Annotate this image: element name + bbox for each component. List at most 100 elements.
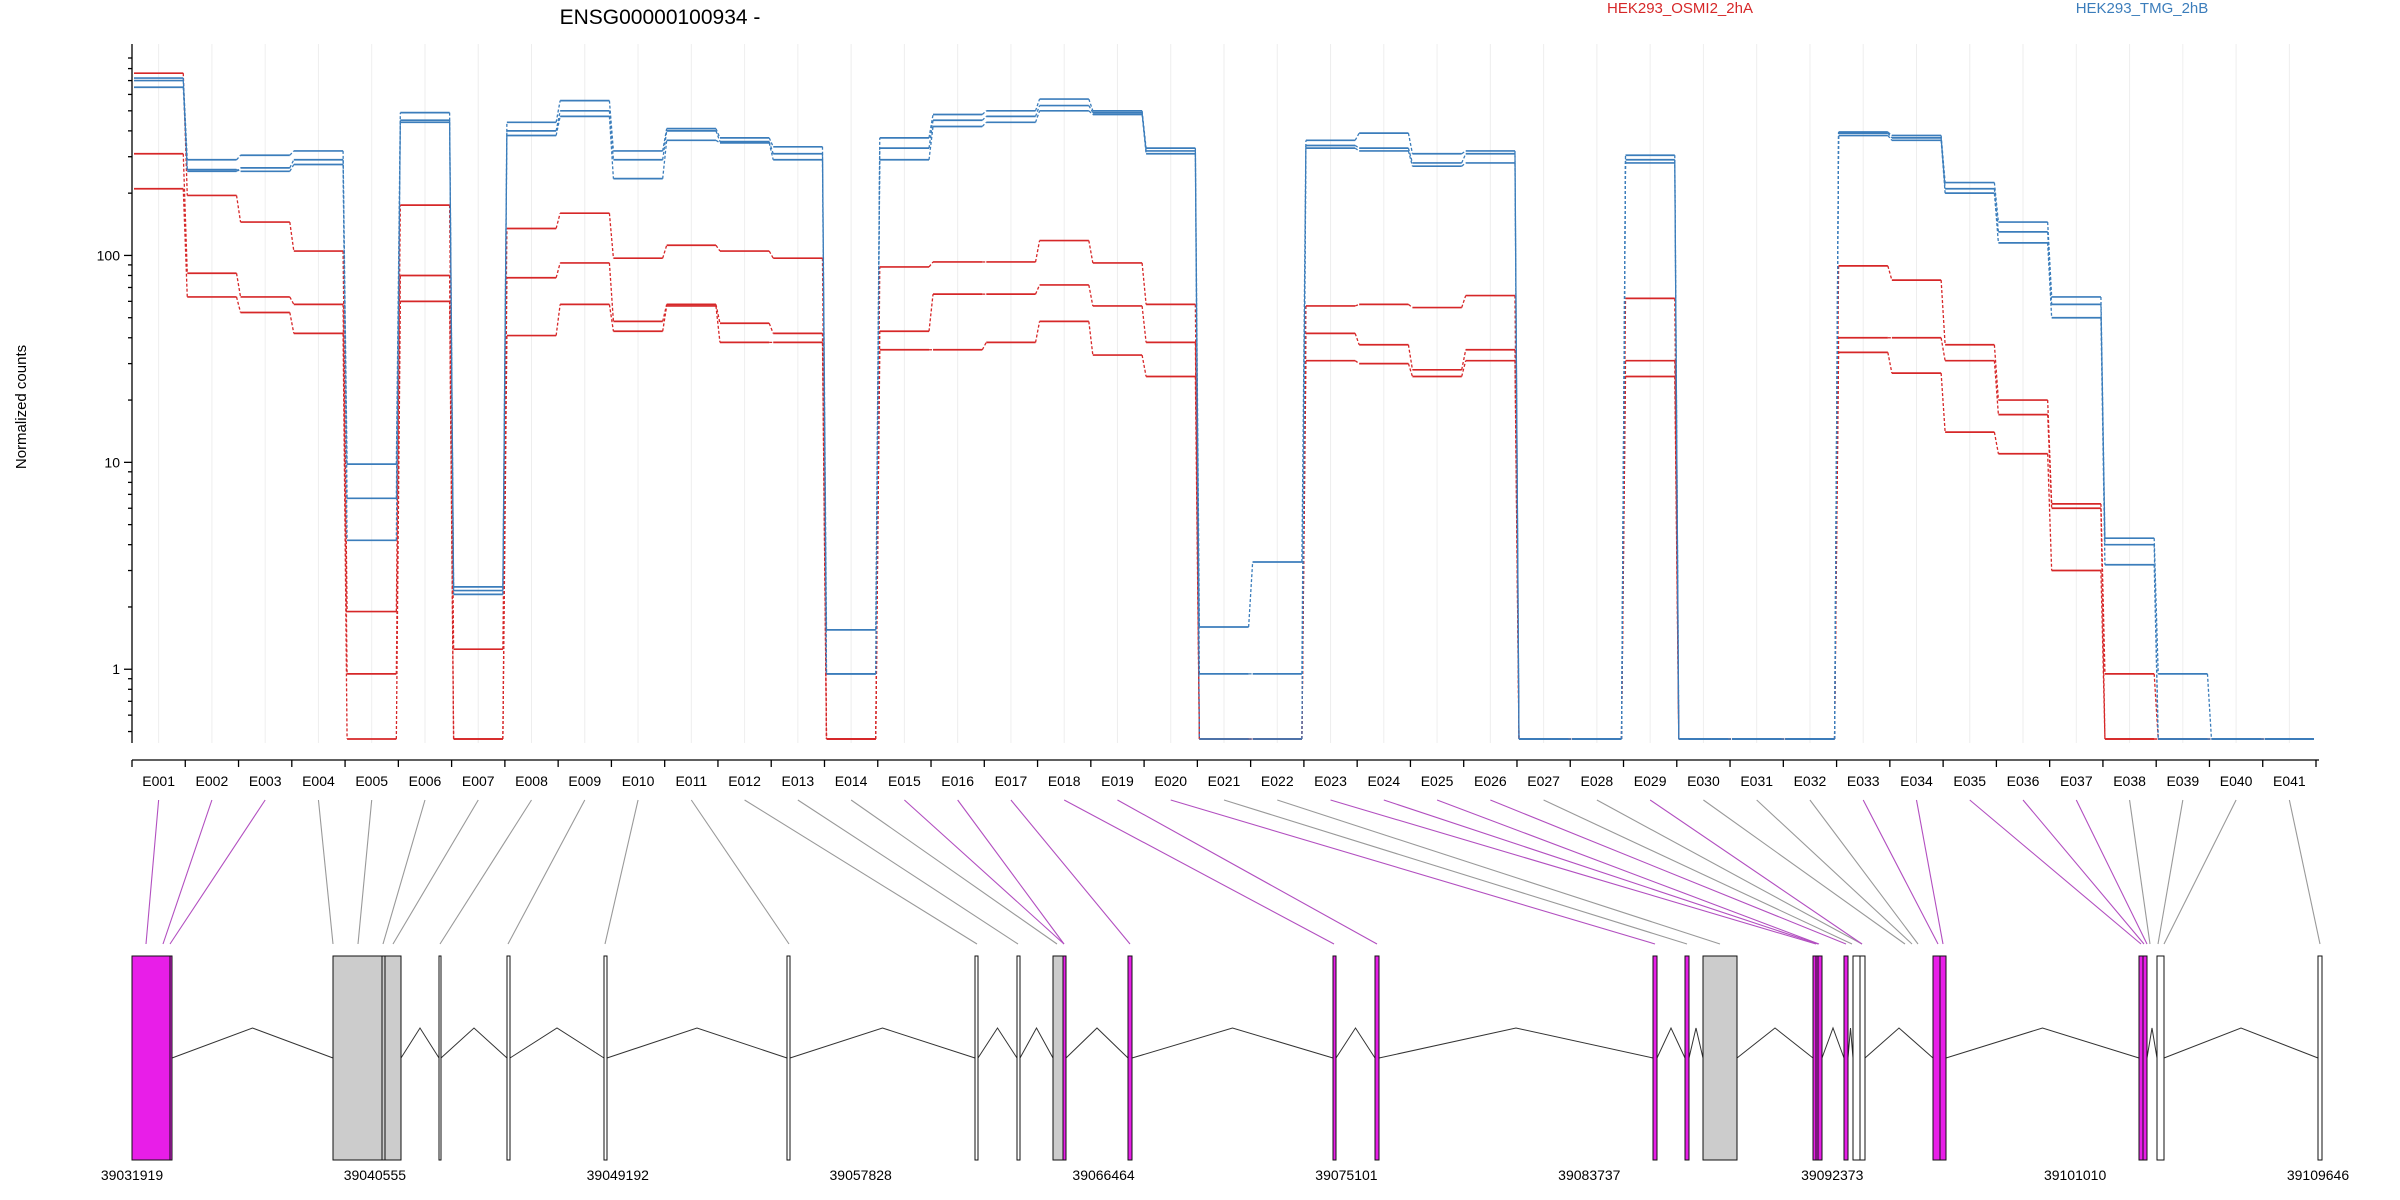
exon-label-E018: E018 xyxy=(1048,773,1081,789)
coordinate-label-39092373: 39092373 xyxy=(1801,1167,1864,1183)
y-tick-label-100: 100 xyxy=(97,247,121,263)
series-step xyxy=(1620,162,1627,740)
series-step xyxy=(662,128,668,152)
exon-label-E004: E004 xyxy=(302,773,335,789)
exon-label-E007: E007 xyxy=(462,773,495,789)
exon-label-E019: E019 xyxy=(1101,773,1134,789)
series-step xyxy=(1940,280,1946,345)
series-step xyxy=(555,100,561,123)
series-step xyxy=(289,312,295,334)
series-step xyxy=(1247,561,1254,628)
series-step xyxy=(2100,317,2106,565)
series-step xyxy=(1407,344,1414,370)
series-step xyxy=(1088,240,1094,264)
series-step xyxy=(1088,284,1094,307)
coordinate-label-39083737: 39083737 xyxy=(1558,1167,1621,1183)
exon-label-E010: E010 xyxy=(622,773,655,789)
series-step xyxy=(1461,295,1467,308)
intron-line xyxy=(1656,1026,1686,1059)
intron-line xyxy=(1019,1026,1054,1059)
exon-box xyxy=(169,955,173,1161)
connector-E020 xyxy=(1170,799,1656,945)
exon-label-E040: E040 xyxy=(2220,773,2253,789)
exon-label-E035: E035 xyxy=(1953,773,1986,789)
series-step xyxy=(662,140,668,179)
series-step xyxy=(2153,673,2159,740)
series-step xyxy=(821,342,828,740)
series-step xyxy=(1034,284,1041,295)
connector-E016 xyxy=(957,799,1065,945)
exon-label-E020: E020 xyxy=(1154,773,1187,789)
exon-box xyxy=(1939,955,1947,1161)
exon-box xyxy=(131,955,171,1161)
series-step xyxy=(1354,147,1360,152)
connector-E023 xyxy=(1330,799,1817,945)
series-step xyxy=(1408,303,1413,309)
series-step xyxy=(821,159,828,674)
gene-model: 39031919 39040555 39049192 39057828 39066464… xyxy=(101,955,2350,1183)
exon-label-E015: E015 xyxy=(888,773,921,789)
intron-line xyxy=(440,1027,508,1059)
intron-line xyxy=(1065,1027,1129,1059)
series-step xyxy=(1354,333,1360,345)
exon-box xyxy=(974,955,979,1161)
coordinate-label-39031919: 39031919 xyxy=(101,1167,164,1183)
series-step xyxy=(1301,148,1307,740)
exon-box xyxy=(2138,955,2144,1161)
series-step xyxy=(608,100,615,151)
series-step xyxy=(715,244,721,252)
series-step xyxy=(1034,321,1041,343)
connector-E041 xyxy=(2288,799,2321,945)
connector-E029 xyxy=(1649,799,1863,945)
series-step xyxy=(235,296,242,313)
intron-line xyxy=(1821,1026,1845,1059)
exon-label-E008: E008 xyxy=(515,773,548,789)
series-step xyxy=(608,262,615,322)
series-step xyxy=(1993,193,2000,243)
connector-E039 xyxy=(2157,799,2184,945)
series-step xyxy=(1887,352,1893,374)
series-step xyxy=(502,135,508,595)
exon-label-E012: E012 xyxy=(728,773,761,789)
series-step xyxy=(608,116,615,179)
series-step xyxy=(236,154,242,161)
exon-box xyxy=(1859,955,1866,1161)
connector-E024 xyxy=(1383,799,1819,945)
connector-E035 xyxy=(1969,799,2142,945)
coordinate-label-39057828: 39057828 xyxy=(830,1167,893,1183)
exon-box xyxy=(1843,955,1849,1161)
series-step xyxy=(555,262,561,278)
connector-E026 xyxy=(1490,799,1847,945)
y-tick-label-1: 1 xyxy=(112,661,120,677)
series-step xyxy=(1088,98,1094,112)
coordinate-label-39109646: 39109646 xyxy=(2287,1167,2350,1183)
series-step xyxy=(555,304,561,336)
exon-label-E041: E041 xyxy=(2273,773,2306,789)
series-step xyxy=(1887,131,1893,136)
y-axis-label: Normalized counts xyxy=(13,345,30,469)
connector-E025 xyxy=(1436,799,1820,945)
exon-box xyxy=(1852,955,1861,1161)
connector-E038 xyxy=(2129,799,2151,945)
series-step xyxy=(1993,360,2000,415)
exon-box xyxy=(2156,955,2165,1161)
series-step xyxy=(1833,135,1840,740)
series-step xyxy=(395,301,401,740)
intron-line xyxy=(606,1027,788,1059)
exon-box xyxy=(1062,955,1067,1161)
exon-label-E033: E033 xyxy=(1847,773,1880,789)
series-step xyxy=(768,142,774,160)
exon-box xyxy=(1702,955,1738,1161)
series-step xyxy=(1034,105,1041,117)
connector-E012 xyxy=(744,799,978,945)
series-step xyxy=(1301,360,1307,740)
exon-connectors xyxy=(145,799,2321,945)
series-step xyxy=(235,273,242,298)
exon-label-E038: E038 xyxy=(2113,773,2146,789)
series-step xyxy=(235,195,242,223)
exon-box xyxy=(603,955,608,1161)
intron-line xyxy=(1864,1027,1934,1059)
series-step xyxy=(1407,147,1414,164)
exon-box xyxy=(1127,955,1133,1161)
